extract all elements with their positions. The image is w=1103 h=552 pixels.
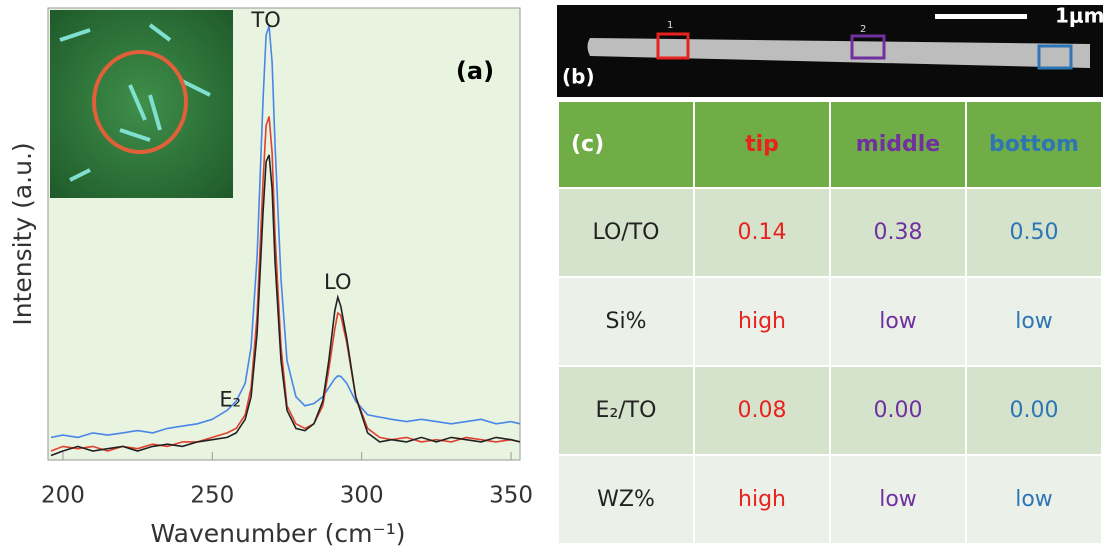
table-cell: 0.14 [693, 187, 831, 278]
panel-label: (a) [456, 57, 494, 85]
table-row: LO/TO 0.14 0.38 0.50 [557, 187, 1103, 278]
plot: 200 250 300 350 TO LO E₂ [41, 8, 533, 508]
table-cell: bottom [965, 100, 1103, 189]
table-cell: WZ% [557, 454, 695, 545]
panel-label: (b) [562, 65, 595, 89]
table-cell: low [965, 276, 1103, 367]
series-line [50, 25, 521, 439]
table-cell: low [829, 276, 967, 367]
series-line [50, 154, 521, 457]
annotation: TO [250, 8, 280, 32]
scale-bar-label: 1μm [1055, 4, 1103, 28]
table-cell: middle [829, 100, 967, 189]
table-row: E₂/TO 0.08 0.00 0.00 [557, 365, 1103, 456]
x-tick-label: 250 [190, 483, 234, 509]
table-cell: 0.38 [829, 187, 967, 278]
table-cell: high [693, 454, 831, 545]
table-row: Si% high low low [557, 276, 1103, 367]
table-cell: tip [693, 100, 831, 189]
table-cell: Si% [557, 276, 695, 367]
x-tick-label: 350 [489, 483, 533, 509]
table-cell: 0.08 [693, 365, 831, 456]
y-axis-label: Intensity (a.u.) [8, 142, 37, 325]
table-cell: (c) [557, 100, 695, 189]
table-cell: LO/TO [557, 187, 695, 278]
table-cell: low [965, 454, 1103, 545]
inset-photo [50, 10, 233, 198]
table-row: (c) tip middle bottom [557, 100, 1103, 189]
table-cell: high [693, 276, 831, 367]
table-row: WZ% high low low [557, 454, 1103, 545]
table-cell: 0.50 [965, 187, 1103, 278]
annotation: E₂ [219, 388, 241, 412]
table-cell: 0.00 [965, 365, 1103, 456]
table-cell: E₂/TO [557, 365, 695, 456]
panel-b: 1 2 1μm (b) [557, 4, 1103, 97]
marker-label: 2 [860, 24, 866, 35]
table-cell: low [829, 454, 967, 545]
x-tick-label: 200 [41, 483, 85, 509]
table: (c) tip middle bottom LO/TO 0.14 0.38 0.50 Si% hi… [557, 100, 1103, 545]
x-axis-label: Wavenumber (cm⁻¹) [151, 519, 406, 548]
table-cell: 0.00 [829, 365, 967, 456]
x-tick-label: 300 [340, 483, 384, 509]
annotation: LO [324, 270, 351, 294]
marker-label: 1 [667, 20, 673, 31]
